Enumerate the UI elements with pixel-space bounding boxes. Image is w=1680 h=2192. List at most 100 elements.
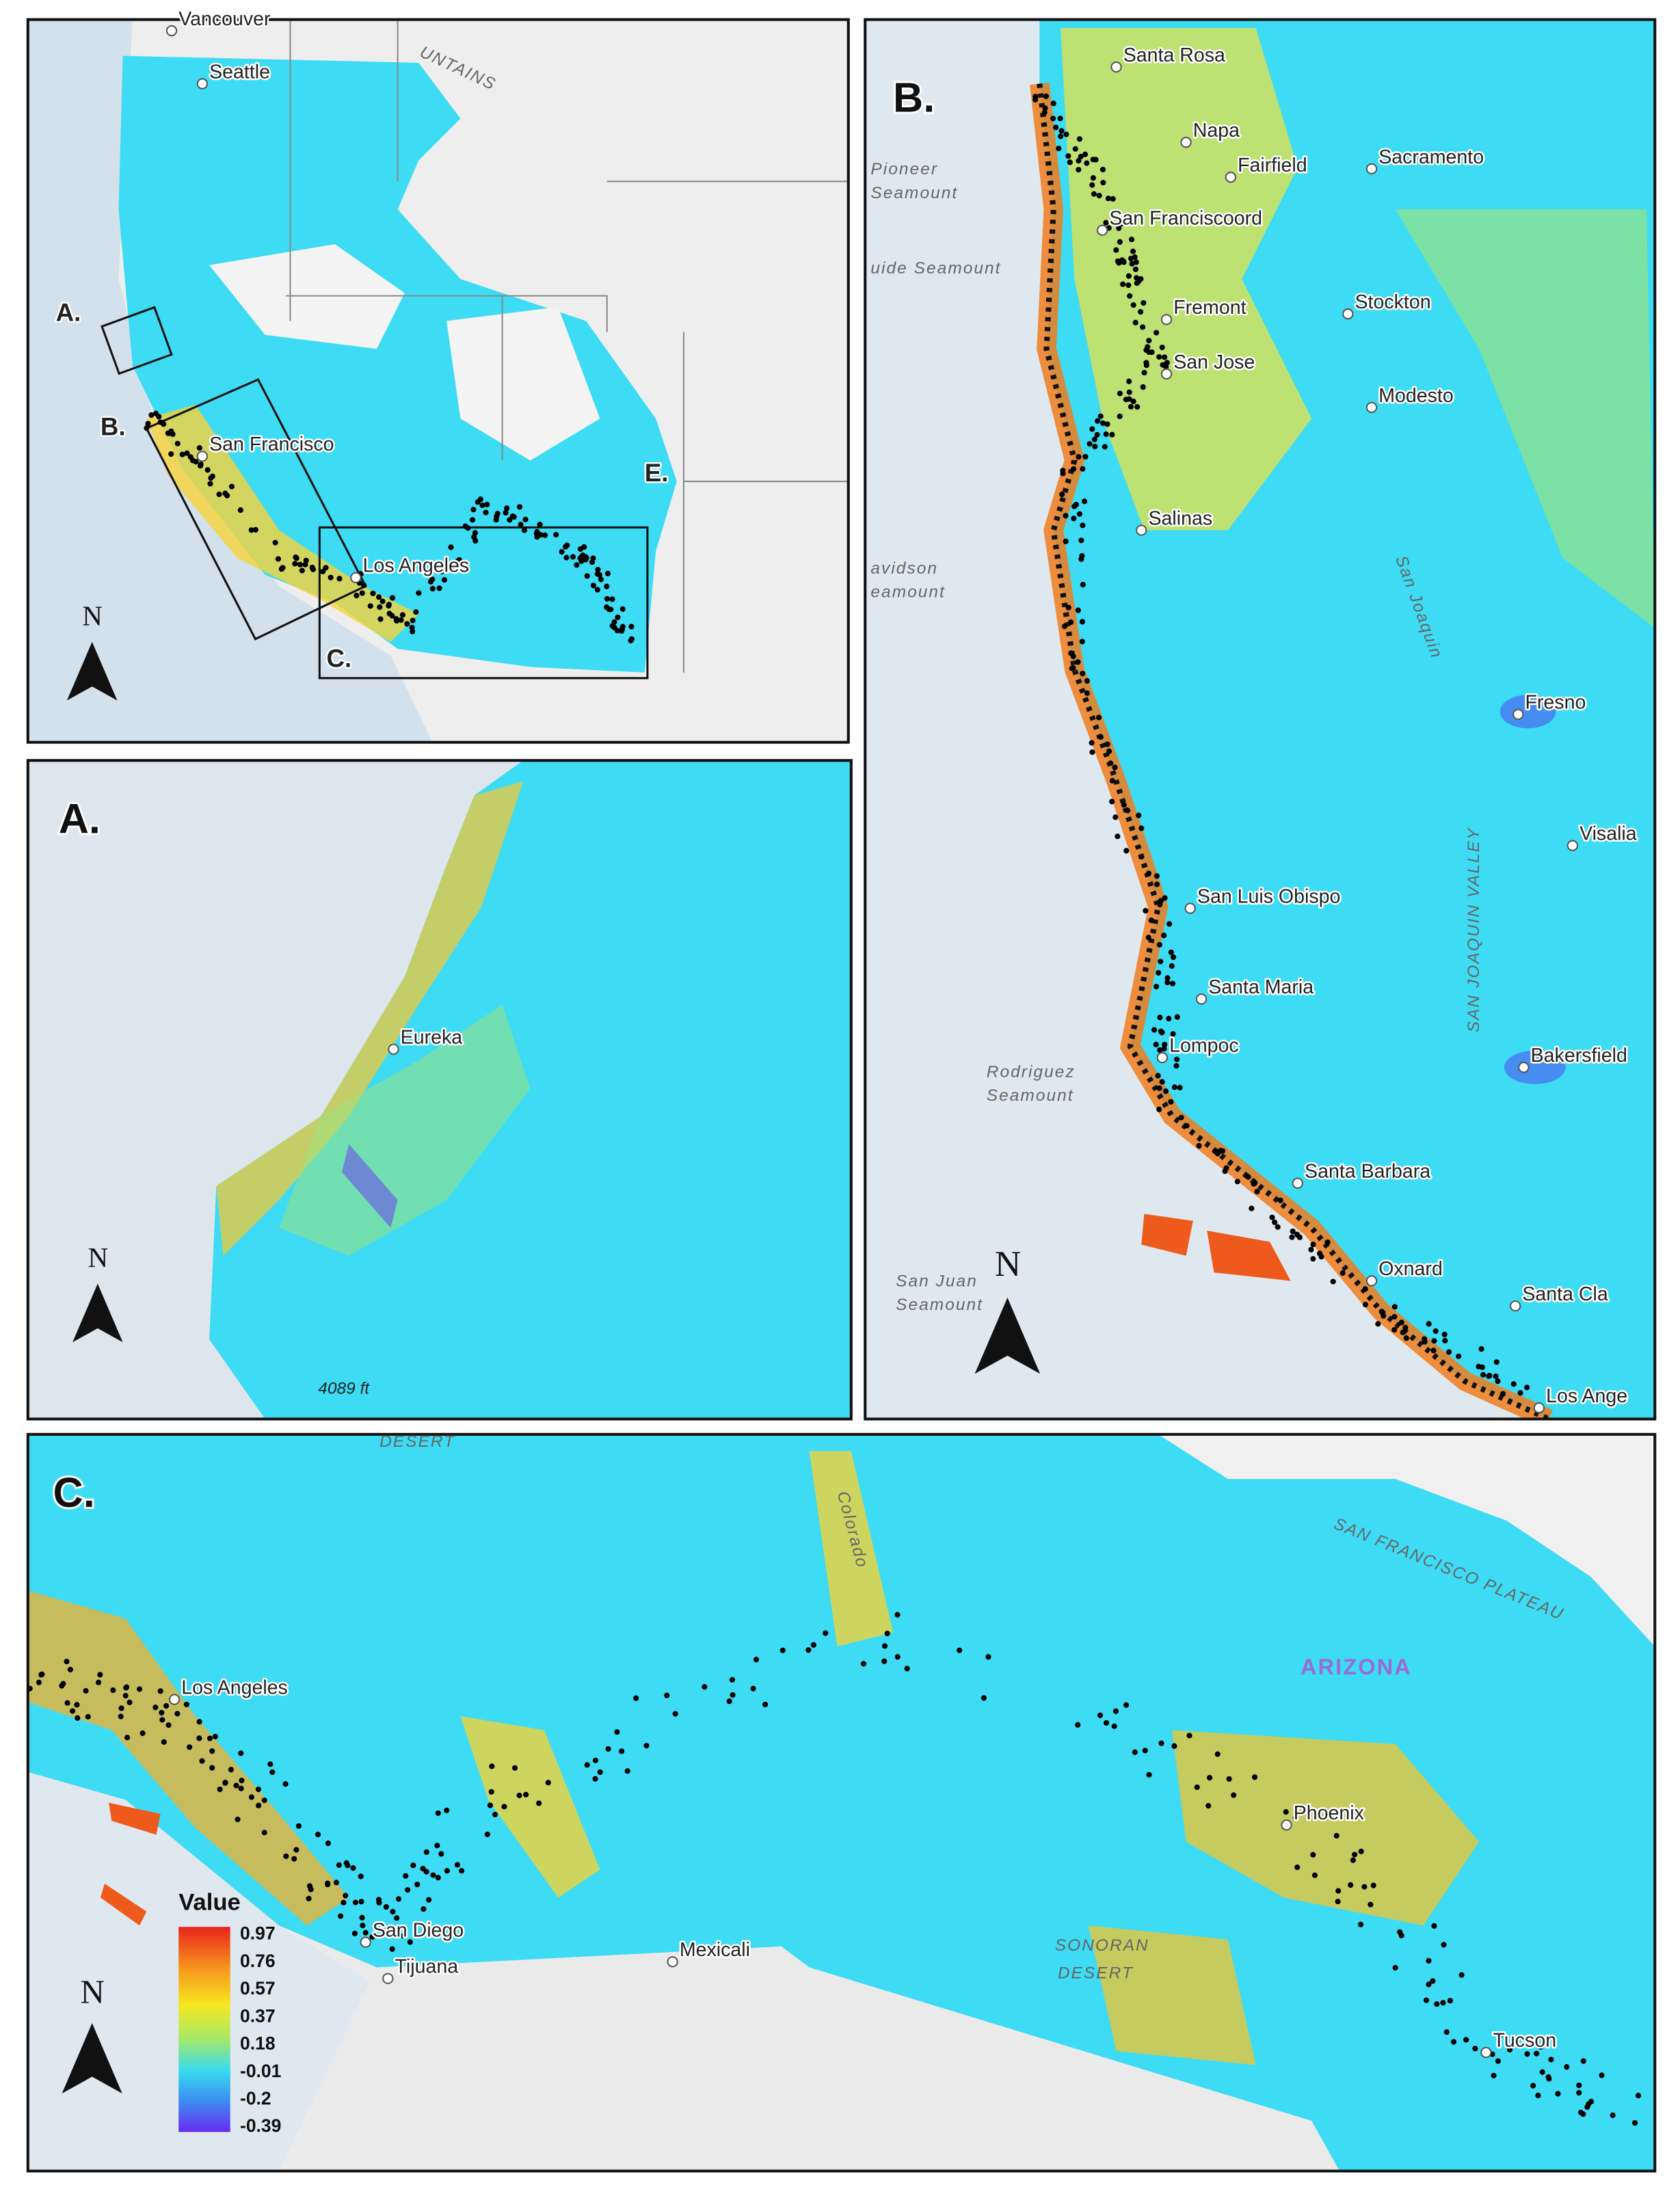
occurrence-dot: [471, 534, 477, 540]
occurrence-dot: [1059, 491, 1065, 498]
legend-label: -0.01: [240, 2061, 282, 2081]
occurrence-dot: [619, 1748, 625, 1754]
occurrence-dot: [1472, 2046, 1478, 2052]
occurrence-dot: [1162, 1041, 1168, 1047]
occurrence-dot: [315, 1832, 321, 1838]
occurrence-dot: [1053, 124, 1059, 131]
occurrence-dot: [441, 577, 448, 583]
city-marker: [1566, 840, 1579, 851]
occurrence-dot: [1071, 466, 1077, 472]
occurrence-dot: [1140, 324, 1146, 330]
panel-frame: [26, 1432, 1657, 2173]
feature-label: SAN JOAQUIN VALLEY: [1465, 827, 1483, 1033]
occurrence-dot: [209, 1748, 215, 1754]
occurrence-dot: [1368, 1901, 1374, 1908]
occurrence-dot: [1168, 1099, 1174, 1105]
city-label: Visalia: [1579, 823, 1637, 845]
occurrence-dot: [1358, 1848, 1364, 1854]
occurrence-dot: [145, 420, 151, 427]
occurrence-dot: [592, 1757, 599, 1763]
occurrence-dot: [1095, 714, 1102, 721]
occurrence-dot: [1422, 1339, 1428, 1345]
occurrence-dot: [1538, 2044, 1544, 2050]
occurrence-dot: [358, 1873, 364, 1880]
occurrence-dot: [1112, 814, 1119, 820]
occurrence-dot: [1126, 378, 1132, 384]
occurrence-dot: [189, 457, 196, 464]
occurrence-dot: [1065, 153, 1071, 159]
occurrence-dot: [1497, 2032, 1504, 2038]
occurrence-dot: [36, 1679, 42, 1685]
occurrence-dot: [1096, 193, 1102, 199]
occurrence-dot: [1166, 921, 1173, 927]
feature-label: ARIZONA: [1301, 1654, 1412, 1679]
legend-label: -0.2: [240, 2088, 271, 2109]
occurrence-dot: [1109, 777, 1115, 784]
feature-label: eamount: [870, 583, 946, 601]
occurrence-dot: [306, 1895, 312, 1901]
occurrence-dot: [1141, 370, 1147, 376]
occurrence-dot: [494, 513, 500, 520]
occurrence-dot: [1075, 659, 1081, 665]
occurrence-dot: [1134, 404, 1141, 410]
occurrence-dot: [1086, 441, 1093, 447]
occurrence-dot: [405, 1887, 411, 1893]
occurrence-dot: [343, 1893, 349, 1899]
occurrence-dot: [1456, 1353, 1462, 1359]
occurrence-dot: [1169, 963, 1175, 969]
occurrence-dot: [592, 1776, 598, 1782]
occurrence-dot: [1060, 468, 1066, 474]
occurrence-dot: [1078, 537, 1084, 544]
occurrence-dot: [1063, 513, 1069, 519]
occurrence-dot: [730, 1692, 736, 1698]
city-marker: [1225, 172, 1237, 183]
occurrence-dot: [1135, 278, 1142, 285]
occurrence-dot: [144, 425, 150, 431]
occurrence-dot: [1491, 2072, 1497, 2079]
occurrence-dot: [1308, 1246, 1314, 1253]
feature-label: DESERT: [379, 1432, 455, 1451]
occurrence-dot: [516, 1792, 522, 1799]
occurrence-dot: [1577, 2109, 1584, 2115]
occurrence-dot: [64, 1659, 70, 1665]
occurrence-dot: [1120, 281, 1126, 287]
occurrence-dot: [444, 1868, 450, 1874]
occurrence-dot: [410, 617, 416, 624]
occurrence-dot: [1156, 353, 1162, 360]
occurrence-dot: [553, 531, 559, 538]
occurrence-dot: [1450, 2039, 1457, 2045]
occurrence-dot: [1120, 258, 1127, 265]
occurrence-dot: [351, 1930, 358, 1936]
occurrence-dot: [377, 604, 383, 611]
occurrence-dot: [1043, 93, 1049, 99]
occurrence-dot: [1442, 1337, 1448, 1344]
occurrence-dot: [1463, 2037, 1469, 2043]
feature-label: Rodriguez: [987, 1062, 1076, 1081]
occurrence-dot: [750, 1685, 756, 1692]
panel-label: B.: [893, 74, 935, 120]
feature-label: SONORAN: [1055, 1936, 1149, 1955]
occurrence-dot: [1089, 182, 1095, 188]
occurrence-dot: [1426, 1321, 1432, 1327]
occurrence-dot: [1142, 1748, 1148, 1754]
city-label: San Francisco: [209, 433, 334, 455]
city-label: Fresno: [1525, 692, 1586, 714]
occurrence-dot: [1106, 748, 1112, 754]
city-marker: [1533, 1402, 1545, 1414]
occurrence-dot: [1441, 1942, 1447, 1948]
city-label: Fairfield: [1238, 155, 1307, 176]
occurrence-dot: [511, 1765, 518, 1771]
panel-c-map: [27, 1434, 1655, 2171]
city-marker: [1096, 224, 1108, 236]
occurrence-dot: [95, 1679, 102, 1685]
occurrence-dot: [1076, 454, 1082, 460]
occurrence-dot: [310, 566, 317, 572]
occurrence-dot: [174, 440, 181, 446]
occurrence-dot: [1214, 1751, 1221, 1757]
occurrence-dot: [1564, 2064, 1570, 2070]
occurrence-dot: [295, 1823, 302, 1829]
occurrence-dot: [1272, 1219, 1278, 1225]
occurrence-dot: [358, 1899, 364, 1905]
city-marker: [1518, 1062, 1530, 1073]
city-label: Los Ange: [1546, 1385, 1627, 1407]
